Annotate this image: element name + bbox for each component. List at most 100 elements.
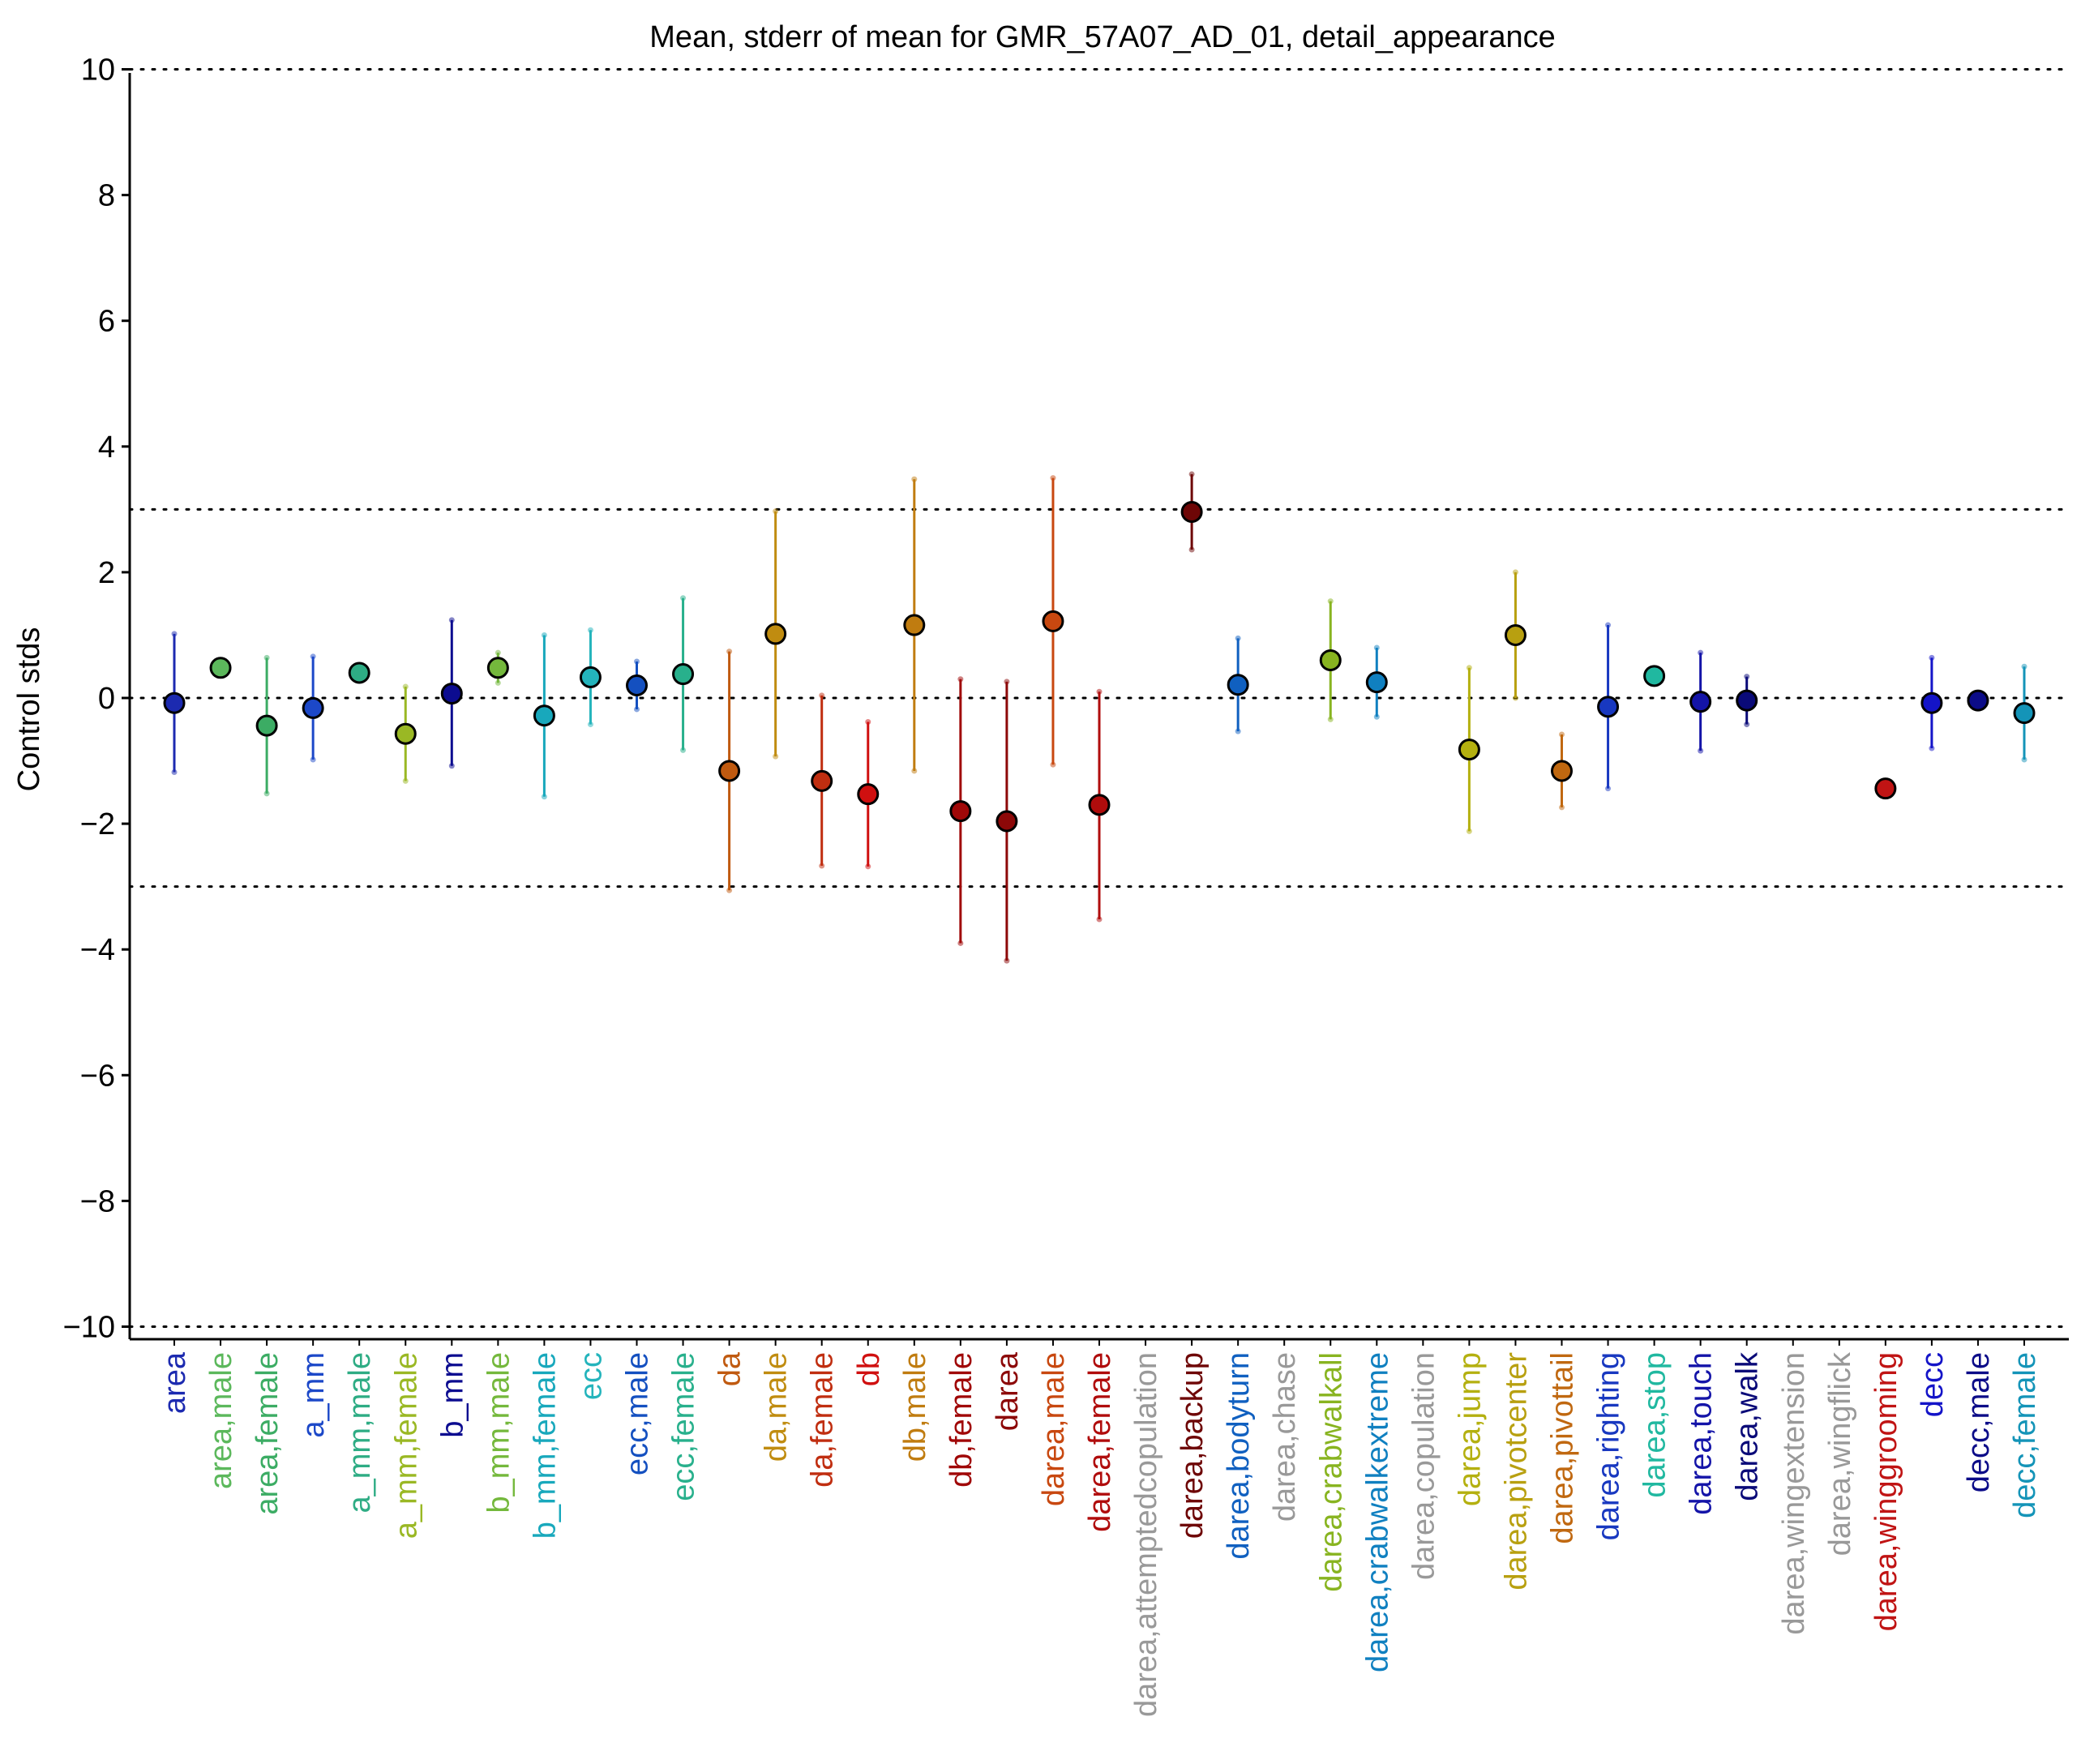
y-tick-label: 8	[98, 179, 115, 213]
x-tick-label: darea,backup	[1175, 1352, 1210, 1539]
x-tick-label: darea,righting	[1592, 1352, 1626, 1540]
error-bar-cap	[1327, 716, 1334, 722]
data-point	[672, 663, 695, 686]
error-bar-cap	[310, 756, 316, 763]
error-bar-cap	[1466, 665, 1472, 671]
error-bar-cap	[171, 769, 178, 776]
y-tick-label: 4	[98, 430, 115, 465]
x-tick-label: darea,copulation	[1407, 1352, 1441, 1580]
error-bar-cap	[773, 508, 779, 515]
error-bar-cap	[1466, 828, 1472, 834]
y-tick-label: −4	[80, 933, 115, 967]
x-tick-label: darea,pivottail	[1546, 1352, 1580, 1544]
error-bar-cap	[171, 631, 178, 637]
error-bar-cap	[957, 940, 964, 946]
error-bar-cap	[680, 595, 687, 602]
error-bar-cap	[1327, 598, 1334, 605]
error-bar-cap	[1373, 644, 1380, 651]
error-bar-cap	[634, 706, 640, 713]
error-bar-cap	[726, 649, 733, 655]
x-tick-label: area,male	[204, 1352, 238, 1489]
error-bar-cap	[1050, 761, 1056, 768]
x-tick-label: darea,wingflick	[1823, 1351, 1857, 1556]
x-tick-label: darea,touch	[1685, 1352, 1719, 1515]
error-bar-cap	[1605, 622, 1612, 628]
data-point	[718, 760, 741, 782]
data-point	[1319, 649, 1342, 671]
data-point	[626, 674, 648, 696]
error-bar-cap	[1929, 654, 1935, 661]
x-tick-label: darea,jump	[1453, 1352, 1487, 1506]
data-point	[1551, 760, 1573, 782]
data-point	[533, 704, 555, 727]
error-bar-cap	[263, 654, 270, 661]
data-point	[1227, 674, 1249, 696]
data-point	[440, 683, 463, 705]
error-bar-cap	[2021, 756, 2027, 763]
data-point	[1643, 665, 1666, 687]
x-tick-label: darea,stop	[1638, 1352, 1672, 1498]
data-point	[996, 810, 1018, 833]
x-tick-label: a_mm	[297, 1352, 331, 1438]
y-ticks: 10 8 6 4 2 0 −2 −4 −6 −8 −10	[63, 54, 130, 1344]
error-bar-cap	[2021, 663, 2027, 670]
error-bar-cap	[1559, 804, 1565, 811]
x-tick-label: darea,wingextension	[1777, 1352, 1811, 1635]
data-point	[209, 657, 232, 679]
data-point	[1597, 696, 1620, 718]
data-point	[949, 800, 972, 823]
x-tick-label: darea,crabwalkextreme	[1360, 1352, 1394, 1672]
x-tick-label: b_mm,female	[528, 1352, 562, 1539]
x-tick-label: darea	[991, 1351, 1025, 1431]
error-bar-cap	[911, 476, 918, 482]
x-tick-label: a_mm,female	[389, 1352, 423, 1539]
error-bar-cap	[1050, 475, 1056, 482]
error-bar-cap	[1698, 649, 1704, 656]
x-tick-label: a_mm,male	[343, 1352, 377, 1514]
y-tick-label: 6	[98, 305, 115, 339]
error-bar-cap	[1559, 731, 1565, 738]
error-bar-cap	[448, 617, 455, 623]
x-tick-label: darea,pivotcenter	[1499, 1352, 1533, 1591]
data-point	[1689, 691, 1712, 713]
data-point	[857, 783, 880, 806]
x-tick-label: ecc,female	[667, 1352, 701, 1501]
data-point	[579, 666, 602, 688]
x-tick-label: darea,female	[1083, 1352, 1117, 1532]
error-bar-cap	[1096, 916, 1103, 923]
error-bar-cap	[773, 753, 779, 760]
data-point	[1365, 671, 1388, 694]
x-tick-label: da	[713, 1351, 747, 1386]
error-bar-cap	[865, 718, 871, 725]
y-tick-label: −10	[63, 1310, 115, 1344]
data-point	[1920, 691, 1943, 714]
error-bar-cap	[495, 649, 501, 656]
data-point	[2013, 702, 2036, 725]
x-tick-label: decc,female	[2008, 1352, 2042, 1518]
y-tick-label: 10	[81, 54, 115, 88]
data-point	[1458, 739, 1480, 761]
error-bar-cap	[1004, 957, 1010, 964]
error-bar-cap	[726, 887, 733, 893]
error-bar-cap	[1698, 747, 1704, 754]
error-bar-cap	[634, 658, 640, 665]
x-tick-label: ecc	[574, 1352, 608, 1400]
chart-title: Mean, stderr of mean for GMR_57A07_AD_01…	[649, 20, 1555, 54]
error-bar-cap	[1512, 695, 1518, 701]
error-bar-cap	[541, 632, 547, 638]
x-tick-label: db,male	[898, 1352, 932, 1462]
error-bars	[171, 471, 2027, 964]
error-bar-cap	[541, 794, 547, 800]
data-point	[1967, 689, 1989, 712]
data-point	[1088, 794, 1111, 816]
error-bar-cap	[263, 790, 270, 797]
data-point	[255, 714, 278, 737]
error-bar-cap	[1605, 786, 1612, 792]
x-tick-label: darea,crabwalkall	[1314, 1352, 1348, 1592]
x-tick-label: db,female	[944, 1352, 978, 1488]
error-bar-cap	[1188, 546, 1195, 553]
error-bar-cap	[911, 768, 918, 774]
x-tick-label: darea,winggrooming	[1869, 1352, 1903, 1631]
x-tick-label: darea,walk	[1731, 1351, 1765, 1501]
error-bar-cap	[819, 692, 825, 699]
